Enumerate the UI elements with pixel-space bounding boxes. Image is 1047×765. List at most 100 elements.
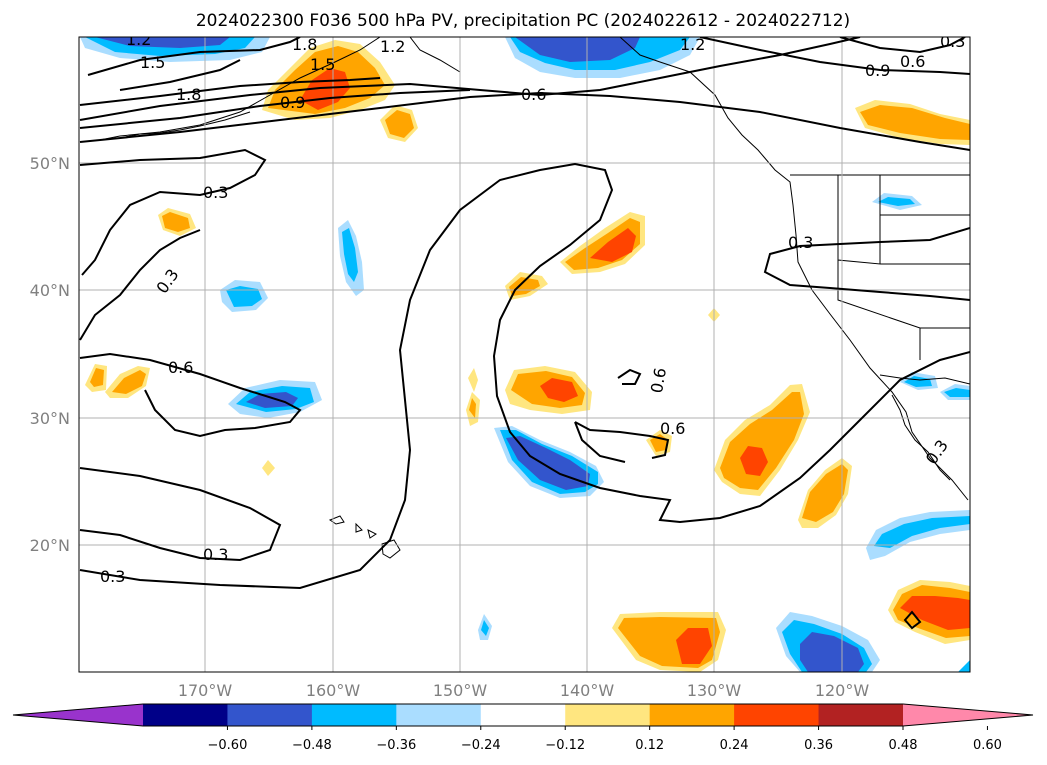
contour-label: 1.2 — [680, 35, 705, 54]
colorbar-segment — [649, 704, 735, 726]
shade-blob — [944, 388, 970, 397]
pv-contours — [79, 37, 970, 630]
lat-label: 20°N — [30, 536, 70, 555]
contour-label: 1.8 — [176, 85, 201, 104]
lon-label: 150°W — [433, 681, 488, 700]
pv-contour-line — [79, 229, 201, 341]
pv-contour-line — [79, 162, 970, 590]
colorbar-segment — [734, 704, 820, 726]
colorbar-segment — [143, 704, 228, 726]
baja-coastline — [891, 394, 951, 481]
shade-blob — [878, 197, 915, 206]
figure-title: 2024022300 F036 500 hPa PV, precipitatio… — [196, 11, 850, 31]
shade-blob — [676, 628, 712, 664]
colorbar-extension-high — [903, 704, 1033, 726]
contour-label: 0.6 — [521, 85, 546, 104]
lat-label: 30°N — [30, 409, 70, 428]
colorbar-segments — [13, 704, 1033, 726]
shade-blob — [162, 212, 190, 232]
contour-label: 0.9 — [865, 61, 890, 80]
pv-contour-line — [79, 352, 302, 438]
north-america-coastline — [619, 37, 969, 501]
shade-blob — [958, 660, 970, 672]
contour-label: 0.3 — [100, 567, 125, 586]
shade-blob — [515, 37, 640, 62]
contour-label: 1.8 — [292, 35, 317, 54]
us-mexico-border — [879, 374, 970, 385]
shade-blob — [468, 368, 478, 392]
longitude-labels: 170°W 160°W 150°W 140°W 130°W 120°W — [178, 681, 870, 700]
contour-label: 0.9 — [280, 93, 305, 112]
latitude-labels: 50°N 40°N 30°N 20°N — [30, 154, 70, 555]
shade-blob — [860, 105, 970, 140]
shade-blob — [740, 446, 768, 476]
pv-contour-line — [763, 227, 970, 301]
contour-label: 0.3 — [940, 32, 965, 51]
colorbar: −0.60 −0.48 −0.36 −0.24 −0.12 0.12 0.24 0.36 0.4… — [12, 703, 1034, 753]
shade-blob — [262, 460, 275, 476]
lon-label: 140°W — [560, 681, 615, 700]
colorbar-segment — [227, 704, 313, 726]
pv-contour-line — [79, 467, 282, 562]
shade-blob — [509, 277, 540, 296]
coastlines — [99, 37, 970, 559]
colorbar-tick-label: 0.12 — [635, 738, 664, 753]
shade-blob — [874, 516, 970, 548]
colorbar-tick-label: −0.12 — [545, 738, 585, 753]
pv-contour-line — [79, 89, 471, 129]
contour-label: 1.5 — [140, 53, 165, 72]
shade-blob — [590, 228, 636, 262]
contour-label: 0.6 — [168, 358, 193, 377]
shade-blob — [802, 464, 848, 522]
contour-label: 0.6 — [900, 52, 925, 71]
contour-label: 1.2 — [380, 37, 405, 56]
shade-blob — [900, 596, 970, 630]
map-background — [79, 37, 970, 672]
lat-label: 40°N — [30, 281, 70, 300]
pv-contour-line — [903, 610, 922, 630]
colorbar-tick-label: −0.24 — [461, 738, 501, 753]
contour-label: 0.6 — [660, 419, 685, 438]
shade-blob — [800, 632, 864, 672]
colorbar-tick-label: −0.60 — [208, 738, 248, 753]
contour-label: 1.2 — [126, 30, 151, 49]
colorbar-segment — [565, 704, 651, 726]
shade-blob — [90, 368, 104, 387]
colorbar-segment — [818, 704, 904, 726]
graticule — [79, 37, 970, 672]
colorbar-segment — [311, 704, 397, 726]
colorbar-tick-label: 0.48 — [889, 738, 918, 753]
contour-label: 1.5 — [310, 55, 335, 74]
shade-blob — [342, 228, 358, 282]
shade-blob — [112, 370, 146, 394]
contour-label: 0.3 — [203, 183, 228, 202]
colorbar-extension-low — [13, 704, 143, 726]
pv-contour-line — [617, 368, 642, 385]
contour-label: 0.3 — [788, 233, 813, 252]
shade-blob — [481, 620, 489, 636]
colorbar-tick-label: −0.48 — [292, 738, 332, 753]
lon-label: 130°W — [687, 681, 742, 700]
us-state-border — [837, 175, 970, 360]
lon-label: 120°W — [815, 681, 870, 700]
shade-blob — [720, 392, 804, 490]
map-panel: 1.2 1.8 1.5 1.2 1.5 1.8 0.9 1.2 0.3 0.9 … — [78, 30, 971, 673]
pv-contour-line — [79, 77, 381, 106]
colorbar-tick-label: −0.36 — [376, 738, 416, 753]
shade-blob — [246, 392, 298, 408]
colorbar-tick-label: 0.36 — [804, 738, 833, 753]
shade-blob — [385, 110, 414, 138]
alaska-coastline-inner — [409, 37, 461, 73]
pv-contour-line — [87, 37, 301, 76]
shade-blob — [226, 286, 262, 307]
shade-blob — [469, 398, 476, 418]
shade-blob — [95, 37, 230, 48]
colorbar-outline — [12, 703, 1034, 727]
pv-contour-line — [699, 37, 970, 75]
shade-blob — [540, 378, 578, 402]
pv-contour-line — [574, 421, 626, 463]
pv-contour-line — [119, 59, 241, 91]
colorbar-ticks: −0.60 −0.48 −0.36 −0.24 −0.12 0.12 0.24 0.36 0.4… — [208, 726, 1002, 753]
pv-contour-line — [79, 148, 267, 276]
contour-label: 0.3 — [203, 545, 228, 564]
